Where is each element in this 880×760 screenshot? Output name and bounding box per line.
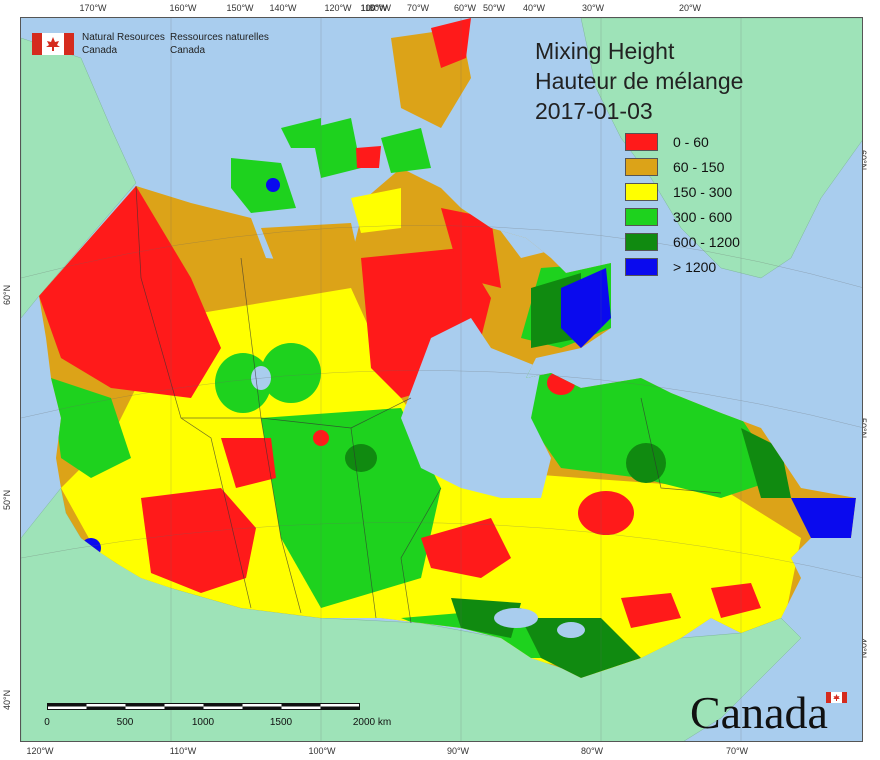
- axis-tick-label: 50°W: [482, 3, 506, 13]
- axis-tick-label: 80°W: [580, 746, 604, 756]
- axis-tick-label: 70°W: [725, 746, 749, 756]
- title-date: 2017-01-03: [535, 98, 653, 124]
- axis-tick-label: 140°W: [269, 3, 297, 13]
- arctic-island: [266, 178, 280, 192]
- arctic-island: [311, 118, 361, 178]
- agency-name-en-2: Canada: [82, 45, 118, 56]
- wordmark-flag-icon: [826, 692, 847, 703]
- axis-tick-label: 110°W: [169, 746, 197, 756]
- axis-tick-label: 150°W: [226, 3, 254, 13]
- title-line-en: Mixing Height: [535, 38, 675, 64]
- graticule: [21, 18, 862, 741]
- legend-label: 300 - 600: [673, 209, 733, 225]
- axis-tick-label: 160°W: [169, 3, 197, 13]
- agency-name-fr-2: Canada: [170, 45, 206, 56]
- axis-tick-label: 120°W: [26, 746, 54, 756]
- scale-bar-graphic: [47, 703, 360, 710]
- map-title: Mixing Height Hauteur de mélange 2017-01…: [535, 36, 743, 126]
- arctic-island: [261, 223, 361, 278]
- scale-bar-label: 1000: [191, 717, 215, 728]
- scale-bar: 0 500 1000 1500 2000 km: [44, 703, 391, 733]
- legend-label: > 1200: [673, 259, 717, 275]
- axis-tick-label: 30°W: [581, 3, 605, 13]
- agency-name-en-1: Natural Resources: [82, 32, 165, 43]
- legend-label: 60 - 150: [673, 159, 725, 175]
- legend-swatch: [625, 258, 658, 276]
- legend-swatch: [625, 233, 658, 251]
- axis-tick-label: 50°N: [2, 489, 12, 510]
- title-line-fr: Hauteur de mélange: [535, 68, 744, 94]
- axis-tick-label: 100°W: [308, 746, 336, 756]
- arctic-island: [281, 118, 321, 148]
- legend-swatch: [625, 158, 658, 176]
- arctic-island: [356, 146, 381, 168]
- legend-label: 600 - 1200: [673, 234, 740, 250]
- canada-wordmark: Canada: [690, 687, 828, 738]
- axis-tick-label: 120°W: [324, 3, 352, 13]
- scale-bar-label: 0: [44, 717, 50, 728]
- province-boundaries: [135, 185, 722, 624]
- arctic-island: [381, 128, 431, 173]
- axis-tick-label: 90°W: [446, 746, 470, 756]
- legend-swatch: [625, 208, 658, 226]
- axis-tick-label: 80°W: [368, 3, 392, 13]
- arctic-island: [231, 158, 296, 213]
- legend-label: 150 - 300: [673, 184, 733, 200]
- axis-tick-label: 40°W: [522, 3, 546, 13]
- axis-tick-label: 20°W: [678, 3, 702, 13]
- legend-swatch: [625, 183, 658, 201]
- alaska-landmass: [21, 37, 137, 319]
- agency-name-fr-1: Ressources naturelles: [170, 32, 269, 43]
- axis-tick-label: 60°W: [453, 3, 477, 13]
- axis-tick-label: 40°N: [2, 689, 12, 710]
- canada-flag-icon: [32, 33, 74, 55]
- axis-tick-label: 100°W: [360, 3, 388, 13]
- axis-tick-label: 110°W: [360, 3, 388, 13]
- axis-tick-label: 70°W: [406, 3, 430, 13]
- legend-swatch: [625, 133, 658, 151]
- scale-bar-label: 1500: [269, 717, 293, 728]
- map-drawing: [21, 18, 862, 741]
- axis-tick-label: 60°N: [2, 284, 12, 305]
- scale-bar-label: 500: [116, 717, 134, 728]
- arctic-island: [351, 188, 401, 233]
- legend-label: 0 - 60: [673, 134, 709, 150]
- map-canvas: [20, 17, 863, 742]
- scale-bar-label: 2000 km: [352, 717, 392, 728]
- axis-tick-label: 170°W: [79, 3, 107, 13]
